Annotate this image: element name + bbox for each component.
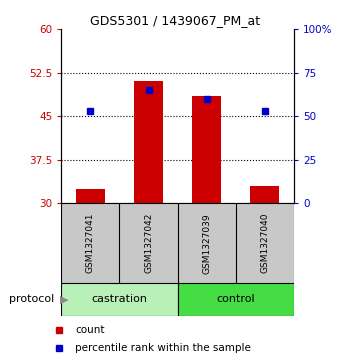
Text: control: control	[217, 294, 255, 305]
Text: GDS5301 / 1439067_PM_at: GDS5301 / 1439067_PM_at	[90, 15, 260, 28]
Text: GSM1327041: GSM1327041	[86, 213, 95, 273]
Text: castration: castration	[91, 294, 147, 305]
Text: percentile rank within the sample: percentile rank within the sample	[75, 343, 251, 354]
Bar	[76, 189, 105, 203]
Text: count: count	[75, 325, 105, 335]
Text: GSM1327039: GSM1327039	[202, 213, 211, 274]
Bar	[192, 96, 221, 203]
Text: ▶: ▶	[60, 294, 68, 305]
Bar	[177, 283, 294, 316]
Text: protocol: protocol	[9, 294, 54, 305]
Text: GSM1327042: GSM1327042	[144, 213, 153, 273]
Bar	[250, 186, 279, 203]
Bar	[61, 283, 177, 316]
Text: GSM1327040: GSM1327040	[260, 213, 270, 273]
Bar	[134, 81, 163, 203]
